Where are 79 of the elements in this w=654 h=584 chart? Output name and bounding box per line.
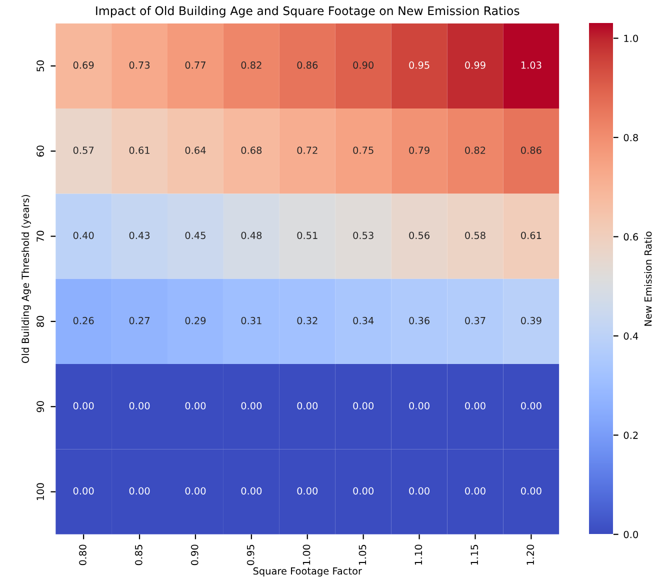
- data-label: 0.00: [129, 402, 150, 410]
- data-label: 0.00: [73, 487, 94, 495]
- data-label: 0.51: [297, 232, 318, 240]
- data-label: 0.72: [297, 146, 318, 154]
- color-bar-label: 0.8: [624, 134, 638, 142]
- data-label: 0.86: [521, 146, 542, 154]
- data-label: 0.36: [409, 316, 430, 324]
- data-label: 0.43: [129, 232, 150, 240]
- data-label: 0.57: [73, 146, 94, 154]
- data-label: 0.00: [353, 487, 374, 495]
- data-label: 0.37: [465, 316, 486, 324]
- data-label: 0.00: [241, 402, 262, 410]
- data-label: 0.75: [353, 146, 374, 154]
- color-bar-label: 0.6: [624, 233, 638, 241]
- data-label: 0.40: [73, 232, 94, 240]
- x-tick-label: 1.15: [470, 544, 478, 565]
- data-label: 0.00: [241, 487, 262, 495]
- y-tick-label: 70: [36, 230, 44, 242]
- data-label: 0.82: [465, 146, 486, 154]
- data-label: 0.56: [409, 232, 430, 240]
- data-label: 0.68: [241, 146, 262, 154]
- x-tick-label: 0.80: [79, 544, 86, 566]
- data-label: 0.53: [353, 232, 374, 240]
- data-label: 0.73: [129, 61, 150, 69]
- x-tick-label: 1.20: [526, 544, 534, 565]
- data-label: 0.00: [409, 487, 430, 495]
- data-label: 0.39: [521, 316, 542, 324]
- data-label: 0.61: [521, 232, 542, 240]
- x-tick-label: 0.95: [246, 544, 254, 566]
- x-tick-label: 0.90: [190, 544, 198, 566]
- x-tick-label: 1.05: [358, 544, 366, 565]
- data-label: 0.45: [185, 232, 206, 240]
- data-label: 1.03: [521, 61, 542, 69]
- y-tick-label: 100: [36, 483, 44, 500]
- x-tick-label: 0.85: [134, 544, 142, 566]
- data-label: 0.00: [297, 402, 318, 410]
- y-tick-label: 60: [36, 146, 44, 157]
- data-label: 0.00: [465, 402, 486, 410]
- data-label: 0.00: [521, 402, 542, 410]
- y-tick-label: 50: [36, 60, 44, 72]
- data-label: 0.34: [353, 316, 374, 324]
- x-tick-label: 1.10: [414, 544, 422, 565]
- data-label: 0.29: [185, 316, 206, 324]
- data-label: 0.64: [185, 146, 206, 154]
- data-label: 0.26: [73, 316, 94, 324]
- data-label: 0.32: [297, 316, 318, 324]
- data-label: 0.69: [73, 61, 94, 69]
- data-label: 0.00: [129, 487, 150, 495]
- color-bar-title: New Emission Ratio: [644, 232, 652, 326]
- data-label: 0.00: [521, 487, 542, 495]
- color-bar-label: 0.0: [624, 530, 638, 538]
- chart-title: Impact of Old Building Age and Square Footage on New Emission Ratios: [96, 6, 520, 18]
- y-tick-label: 90: [36, 401, 44, 412]
- data-label: 0.00: [185, 402, 206, 410]
- y-tick-label: 80: [36, 316, 44, 327]
- data-label: 0.99: [465, 61, 486, 69]
- data-label: 0.00: [465, 487, 486, 495]
- x-axis-title: Square Footage Factor: [253, 567, 362, 577]
- x-tick-label: 1.00: [302, 544, 310, 565]
- data-label: 0.90: [353, 61, 374, 69]
- data-label: 0.00: [297, 487, 318, 495]
- data-label: 0.31: [241, 316, 262, 324]
- data-label: 0.00: [73, 402, 94, 410]
- y-axis-title: Old Building Age Threshold (years): [21, 195, 31, 364]
- color-bar-label: 0.4: [624, 332, 638, 340]
- data-label: 0.61: [129, 146, 150, 154]
- color-bar-label: 0.2: [624, 432, 638, 439]
- data-label: 0.86: [297, 61, 318, 69]
- data-label: 0.00: [353, 402, 374, 410]
- data-label: 0.77: [185, 61, 206, 69]
- data-label: 0.95: [409, 61, 430, 69]
- data-label: 0.00: [409, 402, 430, 410]
- data-label: 0.27: [129, 316, 150, 324]
- data-label: 0.58: [465, 232, 486, 240]
- data-label: 0.79: [409, 146, 430, 154]
- data-label: 0.48: [241, 232, 262, 240]
- data-label: 0.00: [185, 487, 206, 495]
- color-bar-label: 1.0: [624, 34, 638, 42]
- data-label: 0.82: [241, 61, 262, 69]
